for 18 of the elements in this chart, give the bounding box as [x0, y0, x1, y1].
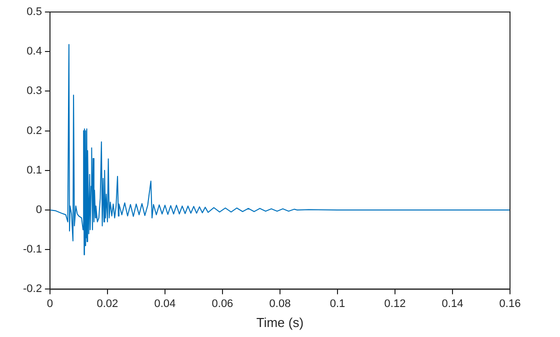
x-tick-label: 0.14 — [442, 298, 464, 310]
y-tick-label: 0 — [36, 204, 42, 216]
x-tick-label: 0.12 — [384, 298, 406, 310]
y-tick-label: 0.4 — [26, 46, 42, 58]
x-tick-label: 0.04 — [154, 298, 176, 310]
y-tick-label: -0.1 — [22, 244, 42, 256]
y-tick-label: 0.2 — [26, 124, 42, 137]
x-tick-label: 0.06 — [212, 298, 234, 310]
y-tick-label: 0.3 — [26, 85, 42, 98]
x-tick-label: 0.16 — [499, 298, 521, 310]
x-tick-label: 0.1 — [330, 298, 346, 310]
x-tick-label: 0 — [46, 298, 54, 310]
y-tick-label: -0.2 — [22, 283, 42, 296]
y-tick-label: 0.1 — [26, 164, 42, 176]
y-tick-label: 0.5 — [26, 6, 42, 18]
x-axis-title: Time (s) — [256, 314, 304, 330]
x-tick-label: 0.08 — [269, 298, 291, 310]
x-tick-label: 0.02 — [96, 298, 118, 310]
